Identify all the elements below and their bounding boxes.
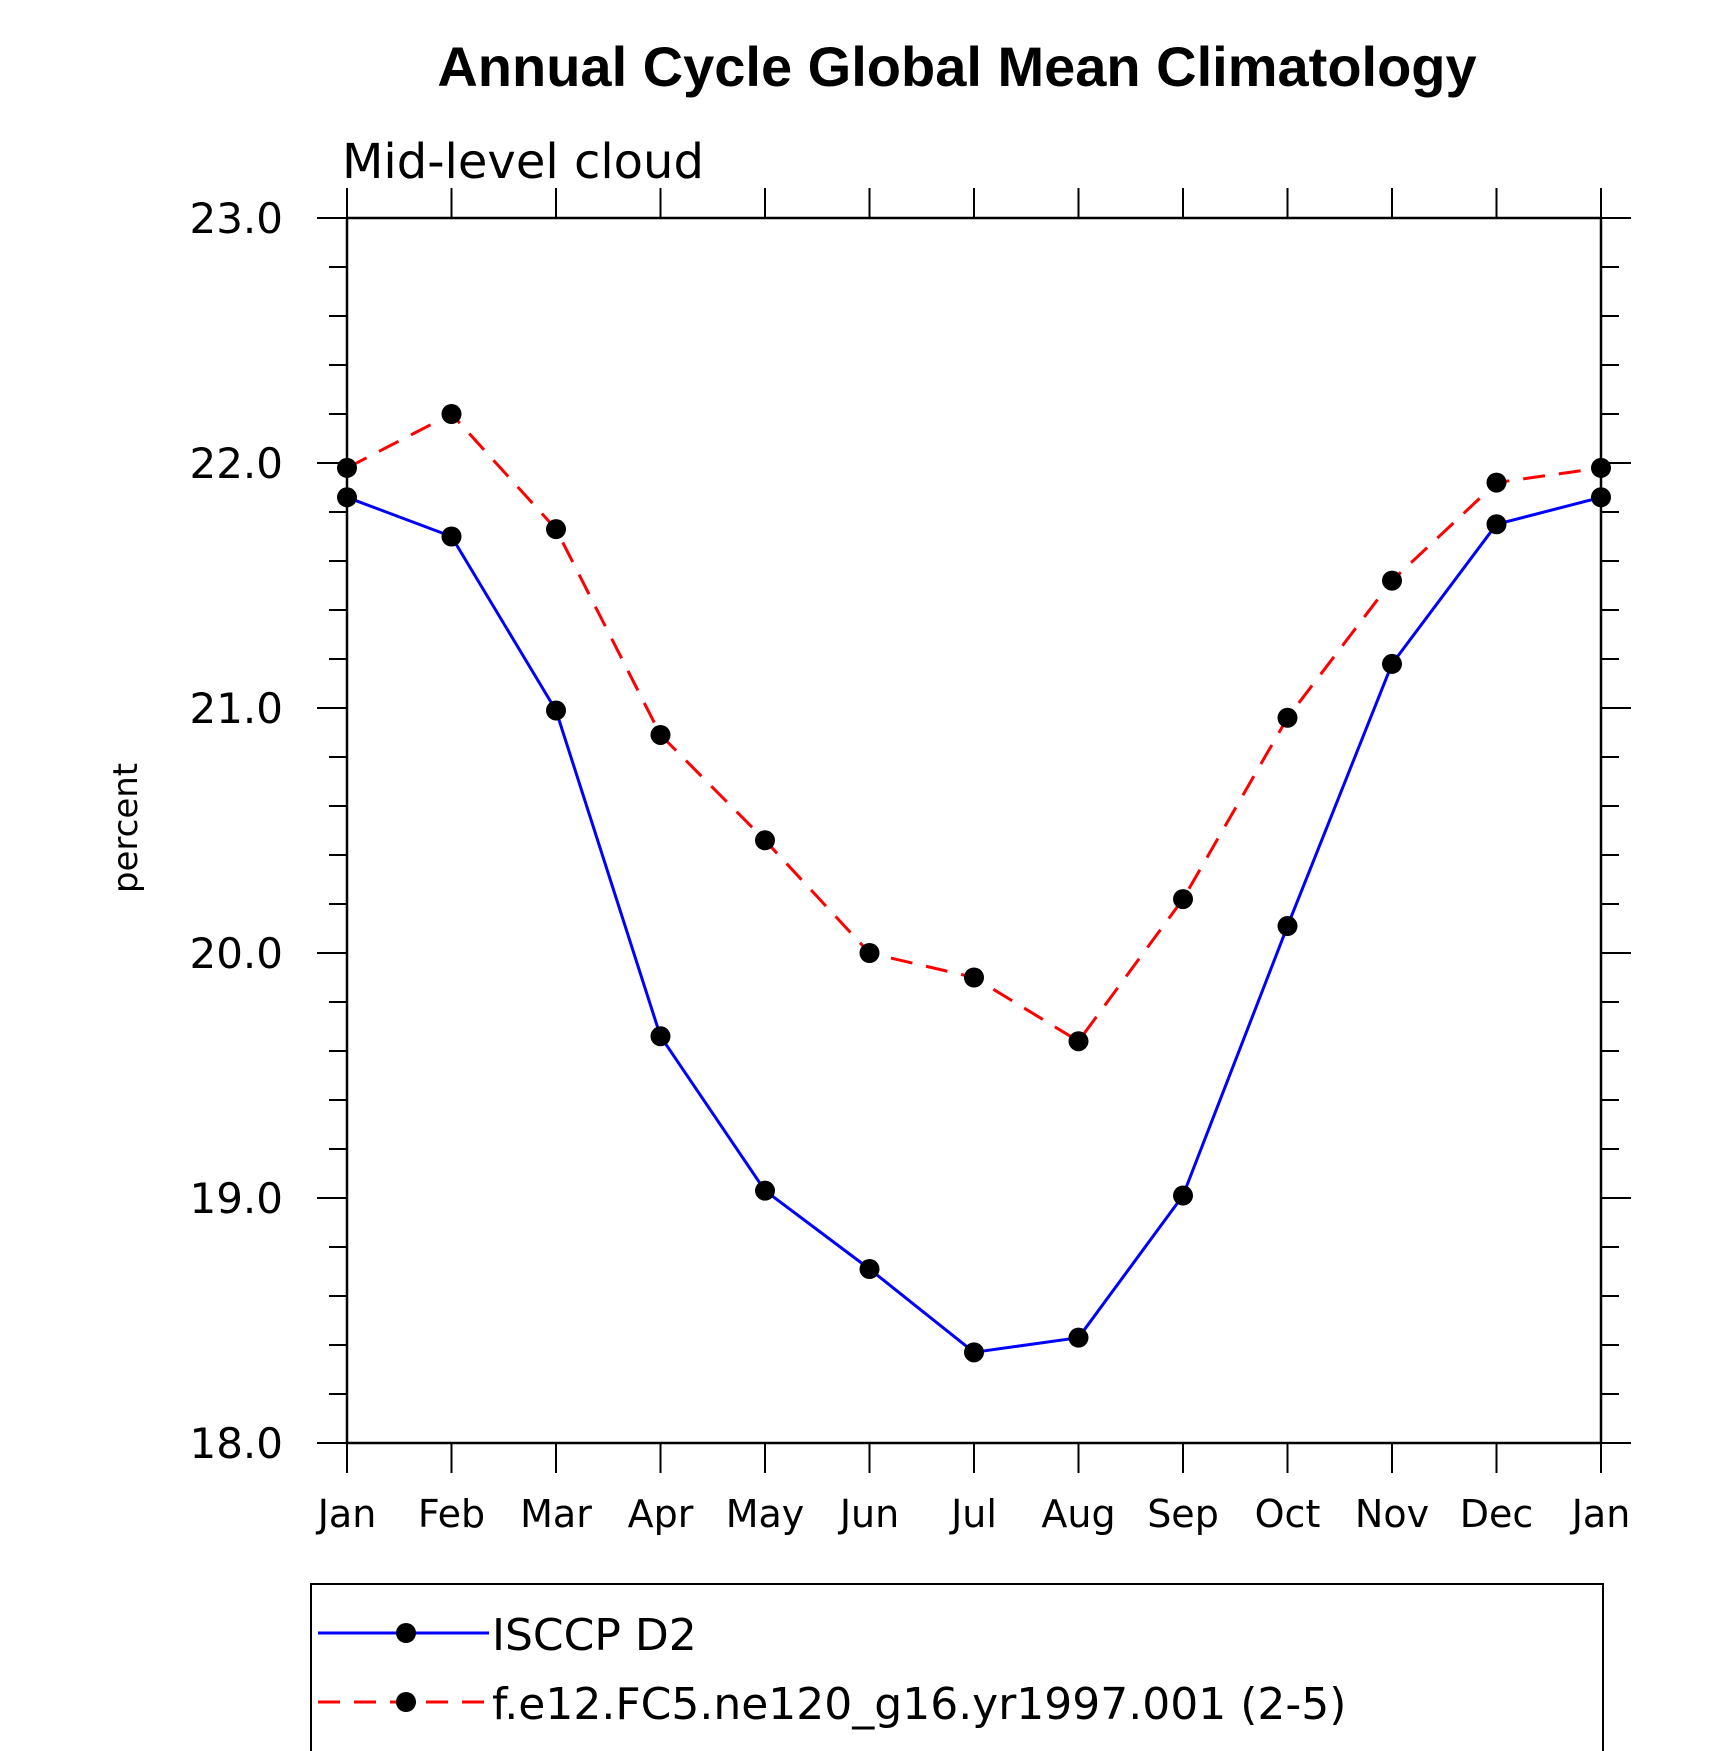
- data-point: [1486, 472, 1507, 493]
- data-point: [1382, 570, 1402, 591]
- y-tick-label: 21.0: [189, 684, 283, 733]
- data-point: [337, 487, 357, 508]
- plot-frame: [345, 216, 1603, 1445]
- series-line: [346, 412, 1602, 1043]
- legend-box: [310, 1583, 1604, 1751]
- data-point: [1173, 889, 1193, 910]
- data-point: [337, 457, 357, 478]
- x-tick-label: Jan: [316, 1492, 377, 1536]
- data-point: [1173, 1185, 1193, 1206]
- data-point: [1382, 653, 1402, 674]
- legend: ISCCP D2 f.e12.FC5.ne120_g16.yr1997.001 …: [310, 1583, 1604, 1751]
- y-tick-label: 22.0: [189, 439, 283, 488]
- legend-label-model: f.e12.FC5.ne120_g16.yr1997.001 (2-5): [492, 1679, 1346, 1730]
- x-tick-label: Dec: [1460, 1492, 1534, 1536]
- x-tick-label: Nov: [1355, 1492, 1429, 1536]
- legend-label-isccp: ISCCP D2: [492, 1610, 697, 1661]
- x-tick-label: Aug: [1041, 1492, 1115, 1536]
- data-point: [1277, 707, 1298, 728]
- data-point: [964, 1342, 984, 1363]
- x-tick-label: Apr: [628, 1492, 694, 1536]
- x-tick-label: May: [726, 1492, 805, 1536]
- x-tick-label: Mar: [520, 1492, 592, 1536]
- data-point: [441, 404, 462, 424]
- data-point: [650, 724, 671, 745]
- data-point: [755, 830, 775, 851]
- y-tick-label: 18.0: [189, 1419, 283, 1468]
- y-tick-label: 19.0: [189, 1174, 283, 1223]
- data-point: [1591, 457, 1611, 478]
- x-tick-label: Sep: [1147, 1492, 1219, 1536]
- data-point: [546, 519, 566, 540]
- y-tick-label: 20.0: [189, 929, 283, 978]
- series-line: [346, 495, 1602, 1354]
- data-point: [1486, 514, 1507, 535]
- chart-title: Annual Cycle Global Mean Climatology: [437, 35, 1476, 98]
- data-point: [1277, 916, 1298, 937]
- data-point: [1591, 487, 1611, 508]
- x-tick-label: Oct: [1255, 1492, 1321, 1536]
- x-tick-label: Jun: [838, 1492, 899, 1536]
- series-0: [337, 487, 1611, 1363]
- legend-swatch-marker-isccp: [396, 1623, 416, 1643]
- data-point: [441, 526, 462, 547]
- series-1: [337, 404, 1611, 1052]
- data-point: [650, 1026, 671, 1047]
- data-point: [1068, 1031, 1089, 1052]
- data-point: [859, 1259, 880, 1280]
- x-tick-label: Feb: [418, 1492, 485, 1536]
- data-point: [755, 1180, 775, 1201]
- data-point: [546, 700, 566, 721]
- data-point: [1068, 1327, 1089, 1348]
- x-tick-label: Jan: [1570, 1492, 1631, 1536]
- data-point: [964, 967, 984, 988]
- data-point: [859, 943, 880, 963]
- legend-swatch-marker-model: [396, 1692, 416, 1712]
- chart-subtitle: Mid-level cloud: [342, 134, 704, 190]
- plot-axes: 18.0 19.0 20.0 21.0 22.0 23.0 Jan Feb Mar Apr May J…: [189, 188, 1631, 1536]
- series-layer: [337, 404, 1611, 1363]
- y-axis-label: percent: [106, 763, 146, 893]
- x-tick-label: Jul: [949, 1492, 997, 1536]
- y-tick-label: 23.0: [189, 194, 283, 243]
